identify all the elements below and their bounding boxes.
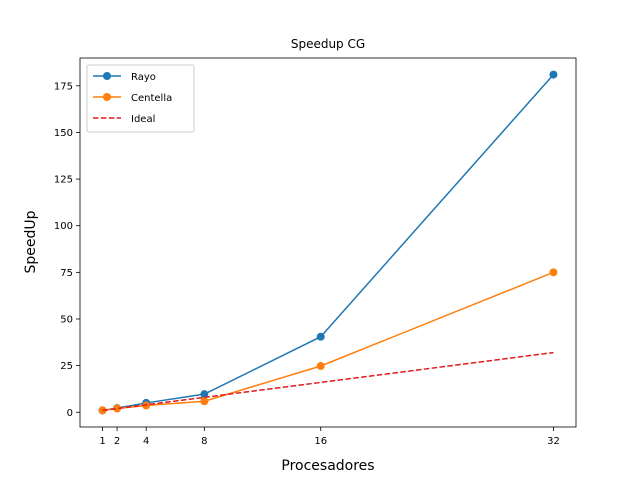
y-tick-label: 0 bbox=[67, 408, 73, 419]
data-point-centella bbox=[549, 268, 558, 277]
data-point-centella bbox=[113, 404, 122, 413]
legend-label-centella: Centella bbox=[131, 93, 172, 104]
x-tick-label: 2 bbox=[114, 436, 120, 447]
data-point-rayo bbox=[316, 332, 325, 341]
legend-label-ideal: Ideal bbox=[131, 114, 155, 125]
legend-box bbox=[86, 64, 195, 133]
data-point-rayo bbox=[549, 70, 558, 79]
x-axis: 1 2 4 8 16 32 bbox=[99, 427, 560, 447]
legend-marker-centella bbox=[103, 93, 111, 101]
x-axis-label: Procesadores bbox=[281, 458, 374, 474]
legend-marker-rayo bbox=[103, 72, 111, 80]
y-tick-label: 125 bbox=[54, 175, 73, 186]
legend: Rayo Centella Ideal bbox=[86, 64, 195, 133]
data-point-centella bbox=[200, 397, 209, 406]
y-tick-label: 50 bbox=[60, 314, 73, 325]
x-tick-label: 4 bbox=[143, 436, 149, 447]
y-tick-label: 100 bbox=[54, 221, 73, 232]
x-tick-label: 8 bbox=[201, 436, 207, 447]
chart-title: Speedup CG bbox=[291, 37, 365, 51]
y-tick-label: 75 bbox=[60, 268, 73, 279]
axes-frame bbox=[79, 57, 577, 428]
y-tick-label: 150 bbox=[54, 128, 73, 139]
data-point-rayo bbox=[200, 390, 209, 399]
y-axis: 0 25 50 75 100 125 150 175 bbox=[54, 81, 80, 419]
data-point-centella bbox=[316, 361, 325, 370]
x-tick-label: 1 bbox=[99, 436, 105, 447]
legend-label-rayo: Rayo bbox=[131, 72, 156, 83]
series-line-ideal bbox=[102, 351, 554, 412]
y-tick-label: 175 bbox=[54, 81, 73, 92]
plot-area bbox=[98, 70, 558, 415]
x-tick-label: 16 bbox=[314, 436, 327, 447]
data-point-centella bbox=[98, 406, 107, 415]
y-tick-label: 25 bbox=[60, 361, 73, 372]
x-tick-label: 32 bbox=[547, 436, 560, 447]
y-axis-label: SpeedUp bbox=[23, 210, 39, 273]
